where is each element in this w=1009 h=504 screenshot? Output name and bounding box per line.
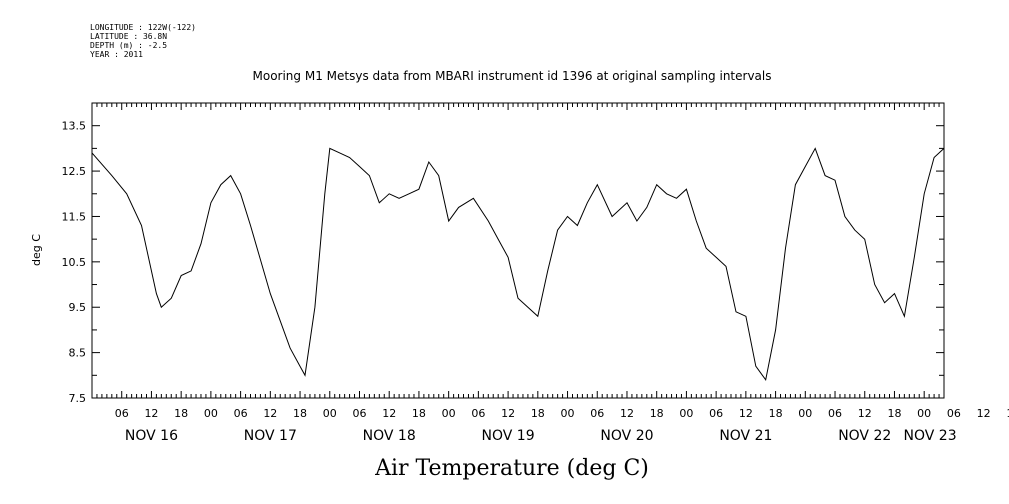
y-tick-label: 11.5 <box>62 210 87 223</box>
x-hour-label: 00 <box>917 407 931 420</box>
x-hour-label: 06 <box>590 407 604 420</box>
y-tick-label: 13.5 <box>62 120 87 133</box>
x-hour-label: 18 <box>531 407 545 420</box>
metadata-block: LONGITUDE : 122W(-122) LATITUDE : 36.8N … <box>90 23 196 59</box>
x-hour-label: 18 <box>293 407 307 420</box>
x-hour-label: 06 <box>471 407 485 420</box>
x-hour-label: 06 <box>828 407 842 420</box>
x-hour-label: 00 <box>798 407 812 420</box>
y-axis: 7.5 8.5 9.5 10.5 11.5 12.5 13.5 <box>62 102 944 405</box>
y-tick-label: 12.5 <box>62 165 87 178</box>
x-hour-label: 06 <box>352 407 366 420</box>
chart-title: Mooring M1 Metsys data from MBARI instru… <box>253 69 772 83</box>
depth-text: DEPTH (m) : -2.5 <box>90 41 167 50</box>
x-hour-label: 06 <box>234 407 248 420</box>
y-tick-label: 7.5 <box>69 392 87 405</box>
x-hour-label: 12 <box>858 407 872 420</box>
x-axis-label: Air Temperature (deg C) <box>374 456 649 481</box>
x-day-label: NOV 20 <box>600 428 653 444</box>
x-hour-label: 18 <box>1006 407 1009 420</box>
x-hour-label: 00 <box>561 407 575 420</box>
x-hour-label: 12 <box>382 407 396 420</box>
x-day-label: NOV 19 <box>482 428 535 444</box>
x-hour-label: 00 <box>442 407 456 420</box>
x-hour-label: 06 <box>947 407 961 420</box>
x-day-label: NOV 22 <box>838 428 891 444</box>
x-hour-label: 00 <box>323 407 337 420</box>
x-hour-label: 18 <box>650 407 664 420</box>
x-hour-label: 00 <box>679 407 693 420</box>
x-day-label: NOV 21 <box>719 428 772 444</box>
x-day-label: NOV 16 <box>125 428 178 444</box>
x-hour-label: 00 <box>204 407 218 420</box>
x-hour-label: 18 <box>174 407 188 420</box>
year-text: YEAR : 2011 <box>90 50 143 59</box>
x-hour-label: 12 <box>739 407 753 420</box>
x-hour-label: 12 <box>263 407 277 420</box>
y-tick-label: 10.5 <box>62 256 87 269</box>
x-hour-label: 12 <box>144 407 158 420</box>
x-day-label: NOV 23 <box>904 428 957 444</box>
x-hour-label: 18 <box>412 407 426 420</box>
x-axis: 06 12 18 00 06 12 18 00 06 12 18 00 06 12 18 00 06 12 18 00… <box>91 103 1009 444</box>
longitude-text: LONGITUDE : 122W(-122) <box>90 23 196 32</box>
x-hour-label: 06 <box>709 407 723 420</box>
x-hour-label: 12 <box>977 407 991 420</box>
x-hour-label: 18 <box>769 407 783 420</box>
x-hour-label: 18 <box>887 407 901 420</box>
series-line <box>91 147 945 382</box>
plot-frame <box>91 102 945 399</box>
x-day-label: NOV 17 <box>244 428 297 444</box>
latitude-text: LATITUDE : 36.8N <box>90 32 167 41</box>
y-tick-label: 9.5 <box>69 301 87 314</box>
x-hour-label: 12 <box>501 407 515 420</box>
x-day-label: NOV 18 <box>363 428 416 444</box>
x-hour-label: 12 <box>620 407 634 420</box>
y-axis-label: deg C <box>30 234 43 266</box>
y-tick-label: 8.5 <box>69 347 87 360</box>
x-hour-label: 06 <box>115 407 129 420</box>
